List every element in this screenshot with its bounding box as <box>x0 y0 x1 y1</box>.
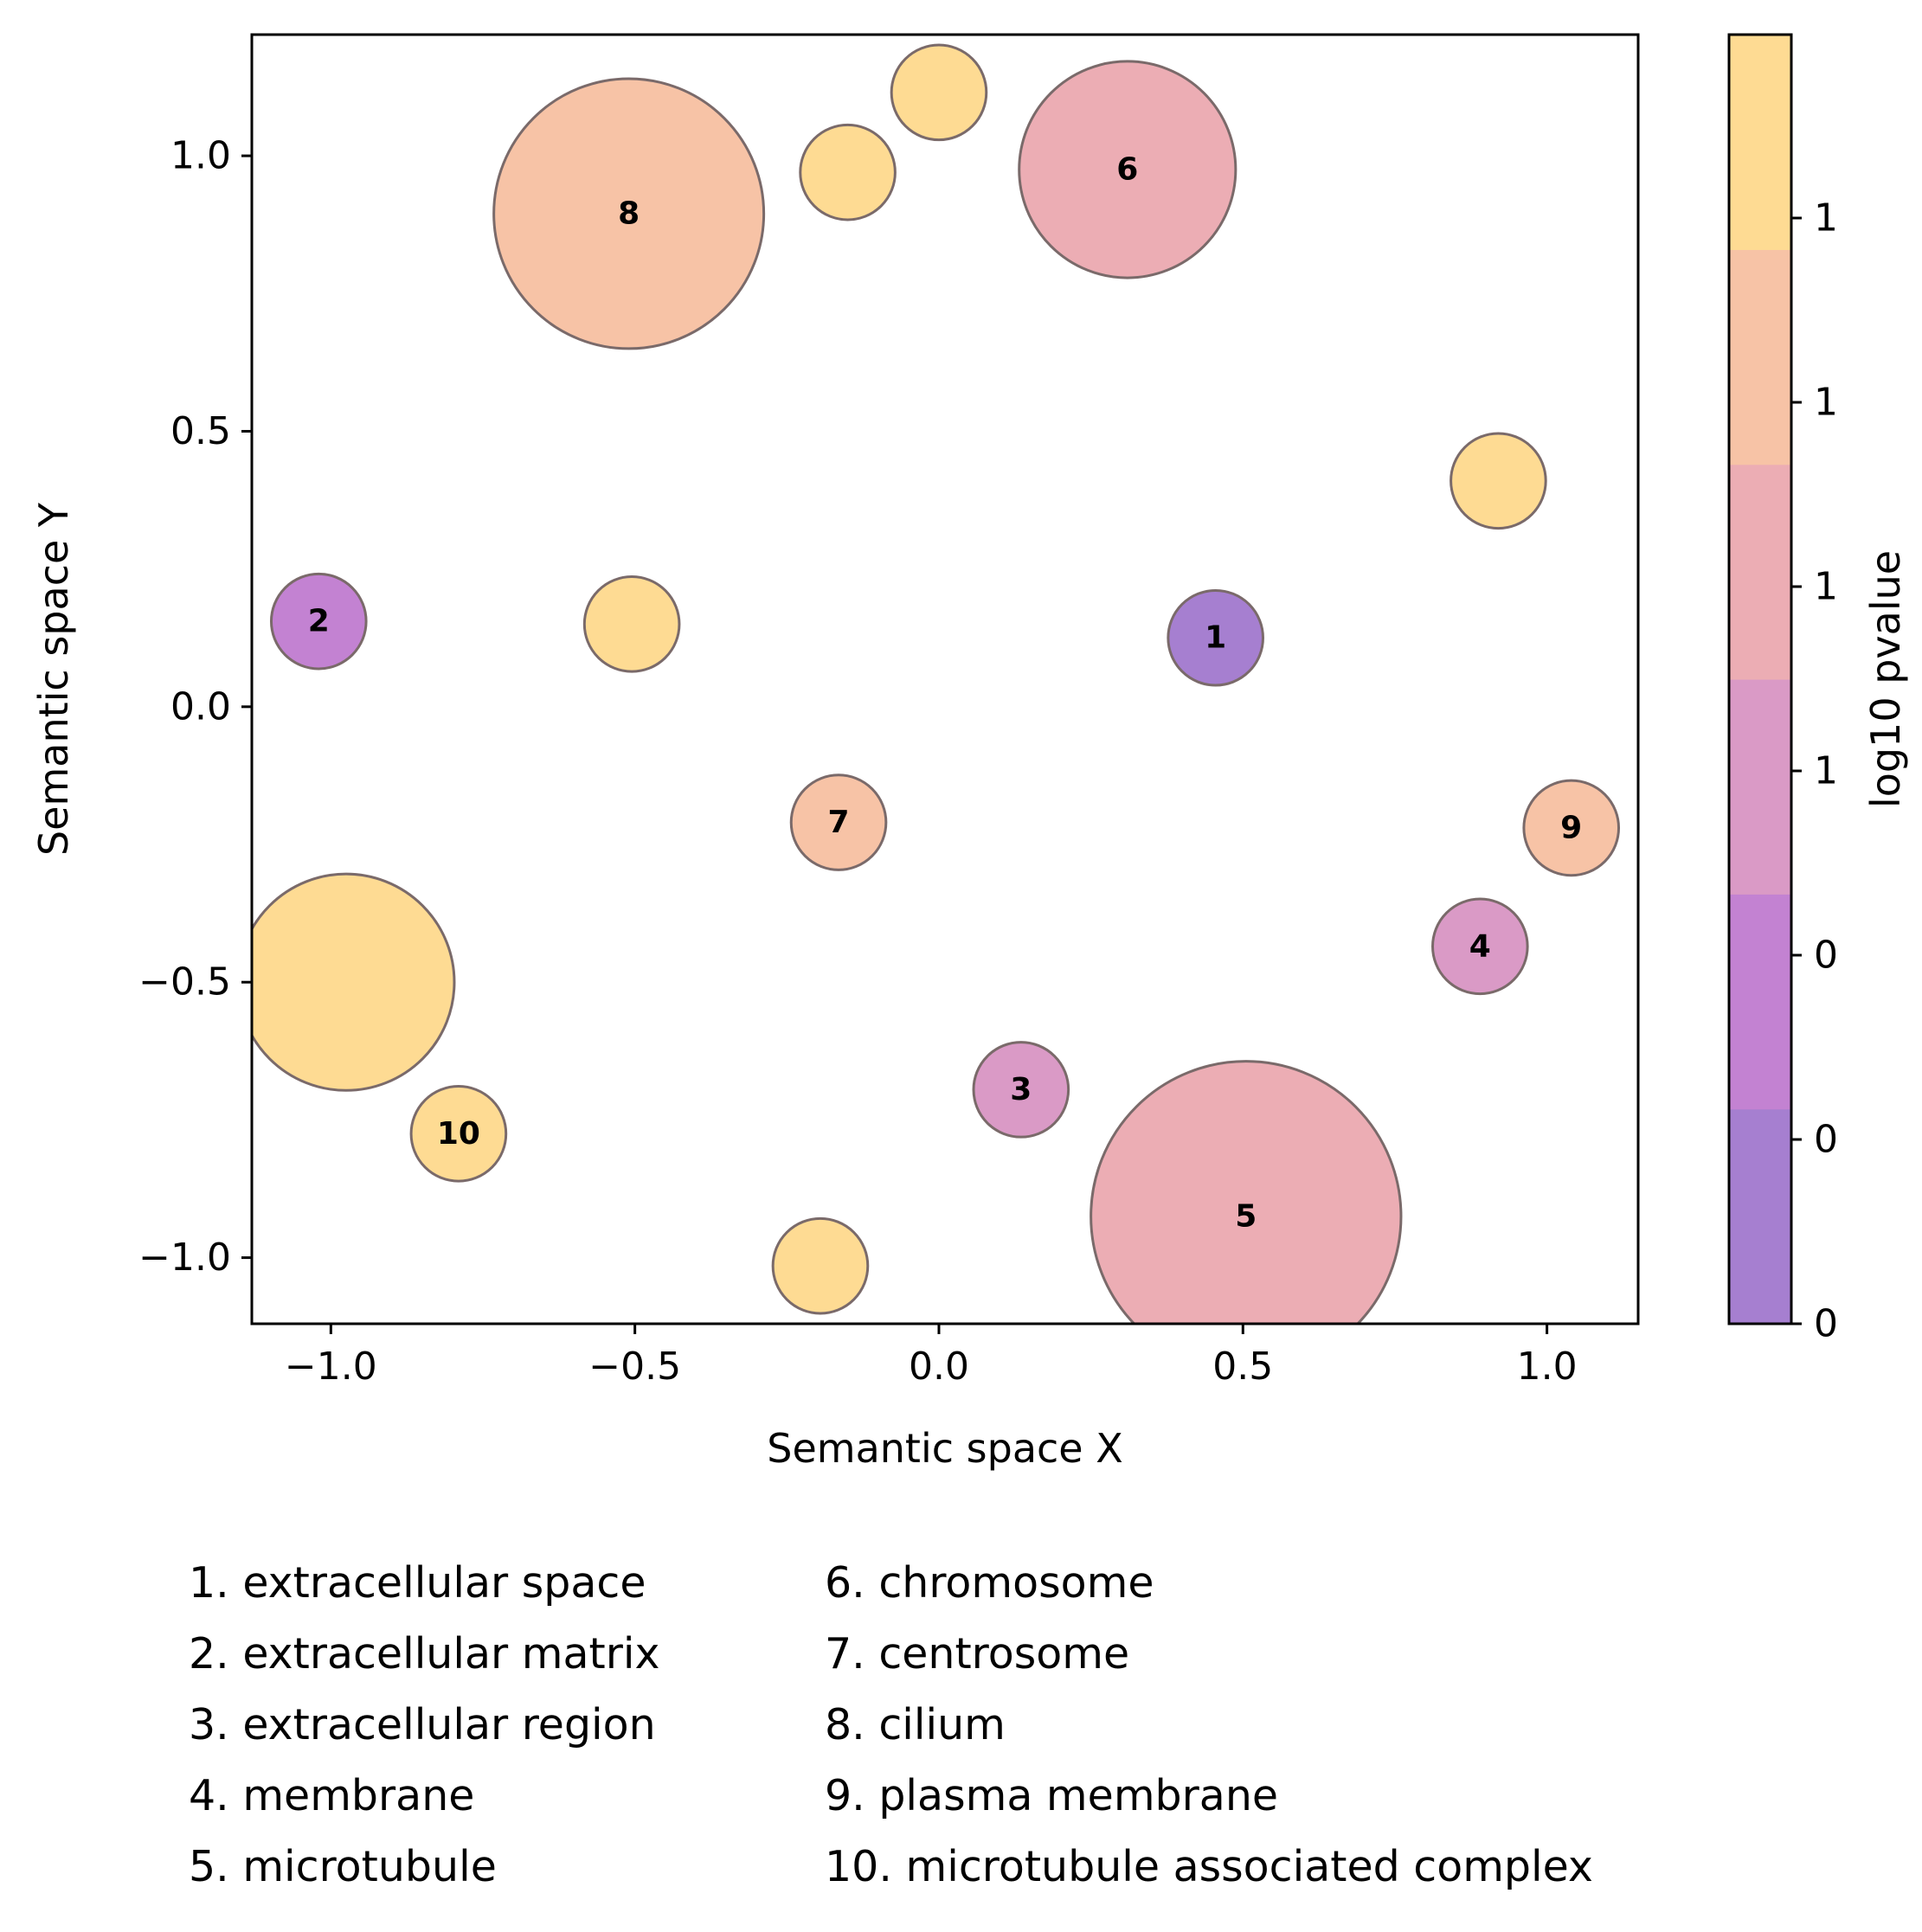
bubble-2 <box>269 572 368 671</box>
y-axis-label: Semantic space Y <box>30 502 77 856</box>
colorbar-tick-label: 1 <box>1814 749 1838 793</box>
bubble-5 <box>1090 1060 1403 1324</box>
legend-item: 4. membrane <box>189 1771 474 1820</box>
colorbar <box>1729 35 1791 1325</box>
bubble-1 <box>1167 588 1264 687</box>
bubble-4 <box>1431 897 1529 996</box>
bubble-8 <box>492 77 766 350</box>
bubble-number-5: 5 <box>1235 1198 1257 1234</box>
colorbar-tick-label: 0 <box>1814 1302 1838 1346</box>
colorbar-ticks: 0 0 0 1 1 1 1 <box>1791 196 1838 1346</box>
bubble-number-10: 10 <box>437 1116 480 1152</box>
term-legend: 1. extracellular space 2. extracellular m… <box>189 1558 1593 1891</box>
colorbar-segment <box>1729 894 1791 1110</box>
legend-item: 1. extracellular space <box>189 1558 646 1608</box>
legend-item: 2. extracellular matrix <box>189 1629 659 1678</box>
x-axis-label: Semantic space X <box>767 1425 1122 1472</box>
colorbar-segment <box>1729 464 1791 680</box>
y-tick-label: 1.0 <box>170 134 231 178</box>
bubble-unlabeled-11 <box>799 123 897 221</box>
bubble-number-3: 3 <box>1010 1072 1032 1107</box>
bubble-layer <box>252 43 1621 1324</box>
bubble-number-4: 4 <box>1469 928 1491 964</box>
bubble-unlabeled-12 <box>1450 432 1547 530</box>
bubble-number-6: 6 <box>1116 152 1138 188</box>
y-axis-ticks: −1.0 −0.5 0.0 0.5 1.0 <box>138 134 252 1280</box>
plot-frame <box>250 33 1640 1325</box>
bubble-10 <box>409 1085 508 1183</box>
colorbar-segment <box>1729 35 1791 250</box>
legend-item: 6. chromosome <box>825 1558 1154 1608</box>
x-axis-ticks: −1.0 −0.5 0.0 0.5 1.0 <box>285 1324 1578 1389</box>
bubble-number-8: 8 <box>618 196 640 231</box>
legend-item: 10. microtubule associated complex <box>825 1842 1593 1891</box>
bubble-number-7: 7 <box>828 805 850 840</box>
y-tick-label: −1.0 <box>138 1236 231 1280</box>
legend-item: 8. cilium <box>825 1700 1006 1749</box>
bubble-9 <box>1522 779 1621 877</box>
x-tick-label: 0.5 <box>1212 1345 1273 1389</box>
y-tick-label: 0.5 <box>170 409 231 453</box>
colorbar-label: log10 pvalue <box>1862 550 1909 808</box>
bubble-number-2: 2 <box>308 604 330 639</box>
y-tick-label: −0.5 <box>138 960 231 1005</box>
legend-item: 5. microtubule <box>189 1842 497 1891</box>
y-tick-label: 0.0 <box>170 684 231 729</box>
bubble-unlabeled-13 <box>582 575 681 673</box>
legend-item: 7. centrosome <box>825 1629 1129 1678</box>
bubble-label-layer: 1 2 3 4 5 6 7 8 9 10 <box>308 152 1582 1235</box>
legend-item: 9. plasma membrane <box>825 1771 1278 1820</box>
colorbar-tick-label: 1 <box>1814 196 1838 241</box>
bubble-3 <box>972 1041 1070 1139</box>
bubble-number-9: 9 <box>1560 810 1582 845</box>
colorbar-tick-label: 0 <box>1814 1118 1838 1162</box>
colorbar-segment <box>1729 249 1791 465</box>
bubble-unlabeled-10 <box>890 43 988 142</box>
colorbar-tick-label: 1 <box>1814 381 1838 425</box>
colorbar-segment <box>1729 1108 1791 1325</box>
bubble-number-1: 1 <box>1205 620 1226 656</box>
x-tick-label: −1.0 <box>285 1345 377 1389</box>
bubble-unlabeled-14 <box>252 872 456 1092</box>
legend-item: 3. extracellular region <box>189 1700 656 1749</box>
bubble-unlabeled-15 <box>771 1216 870 1315</box>
x-tick-label: 1.0 <box>1517 1345 1578 1389</box>
colorbar-tick-label: 0 <box>1814 934 1838 978</box>
colorbar-frame <box>1727 33 1793 1325</box>
x-tick-label: 0.0 <box>909 1345 969 1389</box>
bubble-6 <box>1018 60 1237 279</box>
colorbar-segment <box>1729 679 1791 895</box>
bubble-7 <box>789 773 888 871</box>
colorbar-tick-label: 1 <box>1814 565 1838 609</box>
x-tick-label: −0.5 <box>588 1345 681 1389</box>
